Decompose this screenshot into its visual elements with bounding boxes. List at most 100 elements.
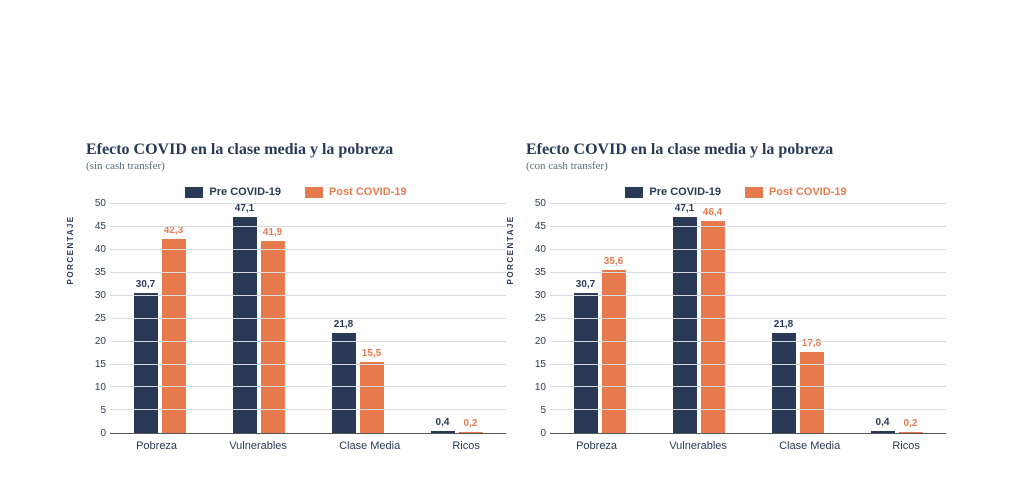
legend-left: Pre COVID-19 Post COVID-19: [86, 186, 506, 198]
gridline: [110, 226, 506, 227]
y-axis-left: 05101520253035404550: [86, 204, 110, 434]
swatch-post-icon: [745, 187, 763, 198]
bar-group: 0,4 0,2: [871, 204, 923, 433]
x-labels-left: PobrezaVulnerablesClase MediaRicos: [110, 440, 506, 452]
bar-value-label: 47,1: [235, 203, 254, 217]
swatch-pre-icon: [625, 187, 643, 198]
gridline: [550, 249, 946, 250]
y-tick: 25: [95, 314, 106, 324]
gridline: [550, 318, 946, 319]
y-tick: 30: [95, 291, 106, 301]
gridline: [110, 386, 506, 387]
y-axis-right: 05101520253035404550: [526, 204, 550, 434]
y-tick: 0: [540, 429, 546, 439]
legend-label-post: Post COVID-19: [769, 186, 847, 198]
bar-pre: 0,4: [431, 431, 455, 433]
gridline: [550, 295, 946, 296]
bar-value-label: 47,1: [675, 203, 694, 217]
chart-title-right: Efecto COVID en la clase media y la pobr…: [526, 140, 946, 159]
gridline: [550, 386, 946, 387]
gridline: [110, 318, 506, 319]
y-tick: 25: [535, 314, 546, 324]
charts-container: Efecto COVID en la clase media y la pobr…: [86, 140, 946, 480]
plot-wrap-right: PORCENTAJE 05101520253035404550 30,735,6…: [526, 204, 946, 434]
bar-pre: 21,8: [772, 333, 796, 433]
gridline: [550, 364, 946, 365]
x-labels-right: PobrezaVulnerablesClase MediaRicos: [550, 440, 946, 452]
bars-right: 30,7 35,6 47,1 46,4 21,817,8 0,4 0,2: [550, 204, 946, 433]
y-tick: 0: [100, 429, 106, 439]
x-category-label: Vulnerables: [669, 440, 727, 452]
bar-value-label: 21,8: [334, 319, 353, 333]
y-tick: 50: [535, 199, 546, 209]
bar-value-label: 30,7: [576, 279, 595, 293]
y-tick: 20: [95, 337, 106, 347]
x-category-label: Clase Media: [339, 440, 400, 452]
legend-label-post: Post COVID-19: [329, 186, 407, 198]
gridline: [110, 249, 506, 250]
bar-group: 21,817,8: [772, 204, 824, 433]
gridline: [550, 203, 946, 204]
gridline: [110, 341, 506, 342]
x-category-label: Pobreza: [136, 440, 177, 452]
legend-label-pre: Pre COVID-19: [649, 186, 721, 198]
y-tick: 40: [535, 245, 546, 255]
bar-value-label: 0,2: [464, 418, 478, 432]
y-tick: 35: [535, 268, 546, 278]
bar-value-label: 0,2: [904, 418, 918, 432]
bar-group: 47,1 41,9: [233, 204, 285, 433]
gridline: [550, 341, 946, 342]
bar-pre: 21,8: [332, 333, 356, 433]
bar-post: 41,9: [261, 241, 285, 433]
gridline: [550, 272, 946, 273]
legend-item-pre: Pre COVID-19: [625, 186, 721, 198]
gridline: [110, 295, 506, 296]
bar-value-label: 35,6: [604, 256, 623, 270]
bar-value-label: 21,8: [774, 319, 793, 333]
legend-item-post: Post COVID-19: [305, 186, 407, 198]
y-tick: 10: [95, 383, 106, 393]
bar-value-label: 41,9: [263, 227, 282, 241]
gridline: [110, 203, 506, 204]
chart-title-left: Efecto COVID en la clase media y la pobr…: [86, 140, 506, 159]
bar-post: 42,3: [162, 239, 186, 433]
legend-label-pre: Pre COVID-19: [209, 186, 281, 198]
bar-value-label: 30,7: [136, 279, 155, 293]
chart-subtitle-right: (con cash transfer): [526, 160, 946, 172]
bar-pre: 0,4: [871, 431, 895, 433]
y-tick: 5: [100, 406, 106, 416]
y-tick: 10: [535, 383, 546, 393]
gridline: [110, 272, 506, 273]
chart-right: Efecto COVID en la clase media y la pobr…: [526, 140, 946, 480]
y-tick: 45: [95, 222, 106, 232]
y-tick: 45: [535, 222, 546, 232]
bar-post: 0,2: [459, 432, 483, 433]
bar-value-label: 46,4: [703, 207, 722, 221]
x-category-label: Ricos: [892, 440, 920, 452]
y-tick: 50: [95, 199, 106, 209]
bar-group: 0,4 0,2: [431, 204, 483, 433]
x-category-label: Pobreza: [576, 440, 617, 452]
bar-value-label: 0,4: [876, 417, 890, 431]
y-tick: 15: [95, 360, 106, 370]
bar-group: 21,815,5: [332, 204, 384, 433]
y-tick: 40: [95, 245, 106, 255]
y-tick: 5: [540, 406, 546, 416]
y-tick: 20: [535, 337, 546, 347]
y-tick: 35: [95, 268, 106, 278]
bar-value-label: 15,5: [362, 348, 381, 362]
bar-group: 30,7 35,6: [574, 204, 626, 433]
x-category-label: Ricos: [452, 440, 480, 452]
y-tick: 30: [535, 291, 546, 301]
bar-post: 15,5: [360, 362, 384, 433]
plot-right: 30,7 35,6 47,1 46,4 21,817,8 0,4 0,2: [550, 204, 946, 434]
bar-group: 47,1 46,4: [673, 204, 725, 433]
y-axis-label-right: PORCENTAJE: [506, 216, 515, 285]
gridline: [550, 409, 946, 410]
bar-value-label: 0,4: [436, 417, 450, 431]
legend-item-post: Post COVID-19: [745, 186, 847, 198]
bar-value-label: 42,3: [164, 225, 183, 239]
plot-left: 30,742,347,141,921,815,50,40,2: [110, 204, 506, 434]
gridline: [550, 226, 946, 227]
bar-post: 46,4: [701, 221, 725, 434]
